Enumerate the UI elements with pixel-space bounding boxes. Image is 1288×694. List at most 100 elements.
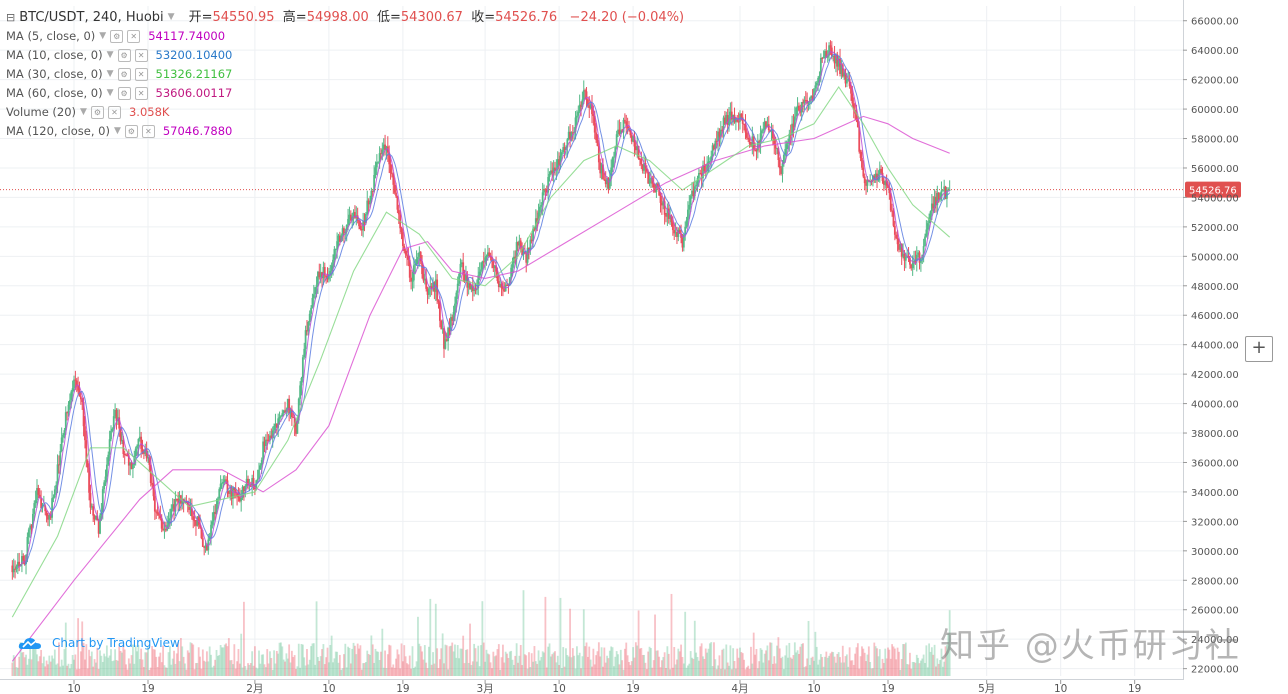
chevron-down-icon[interactable]: ▼ [106, 88, 114, 98]
chevron-down-icon[interactable]: ▼ [106, 50, 114, 60]
volume-bar [59, 666, 62, 676]
candle-body [559, 155, 562, 165]
candle-body [264, 439, 267, 446]
indicator-row[interactable]: MA (10, close, 0) ▼ ⚙ ✕ 53200.10400 [6, 46, 684, 65]
volume-bar [862, 648, 865, 676]
close-icon[interactable]: ✕ [134, 87, 148, 100]
indicator-row[interactable]: MA (30, close, 0) ▼ ⚙ ✕ 51326.21167 [6, 65, 684, 84]
volume-bar [460, 648, 463, 676]
candle-body [26, 536, 29, 555]
tradingview-brand[interactable]: Chart by TradingView [18, 636, 180, 650]
indicator-row[interactable]: MA (60, close, 0) ▼ ⚙ ✕ 53606.00117 [6, 84, 684, 103]
volume-bar [643, 654, 645, 676]
candle-body [27, 529, 30, 537]
volume-bar [386, 654, 389, 676]
symbol-label[interactable]: BTC/USDT, 240, Huobi [19, 10, 164, 25]
tick-label: 62000.00 [1191, 76, 1239, 87]
candle-body [678, 229, 681, 234]
candle-body [925, 229, 928, 237]
candle-body [169, 518, 171, 521]
candle-body [311, 297, 314, 308]
candle-body [134, 448, 137, 457]
indicator-row[interactable]: MA (5, close, 0) ▼ ⚙ ✕ 54117.74000 [6, 27, 684, 46]
candle-body [438, 302, 441, 321]
candle-body [543, 189, 545, 193]
volume-bar [399, 668, 402, 676]
candle-body [622, 119, 625, 133]
candle-body [273, 425, 275, 431]
volume-bar [658, 656, 661, 676]
close-value: 54526.76 [495, 10, 558, 25]
volume-bar [452, 651, 455, 676]
candle-body [788, 133, 791, 142]
volume-bar [218, 655, 221, 676]
volume-bar [526, 668, 529, 676]
candle-body [703, 165, 706, 172]
candle-body [158, 513, 160, 516]
close-icon[interactable]: ✕ [127, 30, 141, 43]
volume-bar [814, 631, 817, 676]
volume-bar [545, 667, 548, 676]
volume-bar [462, 635, 465, 676]
volume-bar [263, 664, 266, 676]
candle-body [341, 228, 344, 236]
candle-body [174, 498, 177, 512]
candle-body [317, 271, 319, 285]
candle-body [882, 180, 885, 185]
candle-body [360, 229, 363, 231]
close-icon[interactable]: ✕ [141, 125, 155, 138]
chevron-down-icon[interactable]: ▼ [113, 126, 121, 136]
candle-body [926, 223, 929, 230]
indicator-row[interactable]: MA (120, close, 0) ▼ ⚙ ✕ 57046.7880 [6, 122, 684, 141]
volume-bar [410, 668, 413, 676]
collapse-icon[interactable]: ⊟ [6, 11, 16, 24]
volume-bar [177, 642, 180, 676]
settings-icon[interactable]: ⚙ [117, 68, 131, 81]
settings-icon[interactable]: ⚙ [90, 106, 104, 119]
settings-icon[interactable]: ⚙ [124, 125, 138, 138]
indicator-row[interactable]: Volume (20) ▼ ⚙ ✕ 3.058K [6, 103, 684, 122]
time-axis[interactable]: 10 19 2月 10 19 3月 10 19 4月 10 19 5月 10 19 [0, 679, 1183, 694]
chevron-down-icon[interactable]: ▼ [80, 107, 87, 117]
candle-body [437, 300, 440, 303]
price-axis[interactable]: 66000.00 64000.00 62000.00 60000.00 58000.00… [1183, 0, 1239, 680]
candle-body [232, 487, 234, 499]
volume-bar [58, 642, 60, 676]
candle-body [296, 420, 299, 434]
candle-body [93, 515, 96, 520]
volume-bar [625, 642, 628, 676]
volume-bar [116, 660, 119, 676]
volume-bar [693, 620, 696, 676]
volume-bar [193, 669, 196, 676]
settings-icon[interactable]: ⚙ [117, 87, 131, 100]
close-icon[interactable]: ✕ [134, 49, 148, 62]
chevron-down-icon[interactable]: ▼ [167, 12, 175, 22]
candle-body [144, 448, 147, 454]
volume-bar [212, 665, 215, 676]
close-icon[interactable]: ✕ [107, 106, 121, 119]
volume-bar [937, 663, 940, 676]
candle-body [16, 561, 19, 567]
chevron-down-icon[interactable]: ▼ [106, 69, 114, 79]
chevron-down-icon[interactable]: ▼ [99, 31, 107, 41]
volume-bar [444, 644, 447, 676]
candle-body [667, 208, 670, 219]
candle-body [544, 189, 547, 191]
volume-bar [826, 657, 829, 676]
candle-body [436, 279, 439, 301]
candle-body [643, 162, 645, 171]
candle-body [382, 144, 385, 150]
settings-icon[interactable]: ⚙ [117, 49, 131, 62]
candle-body [52, 497, 55, 499]
volume-bar [552, 652, 555, 676]
volume-bar [73, 659, 75, 676]
volume-bar [119, 650, 122, 676]
volume-bar [918, 663, 921, 676]
volume-bar [762, 662, 765, 676]
candle-body [42, 505, 45, 507]
settings-icon[interactable]: ⚙ [110, 30, 124, 43]
candle-body [270, 435, 273, 439]
close-icon[interactable]: ✕ [134, 68, 148, 81]
add-plus-button[interactable]: + [1245, 336, 1273, 362]
